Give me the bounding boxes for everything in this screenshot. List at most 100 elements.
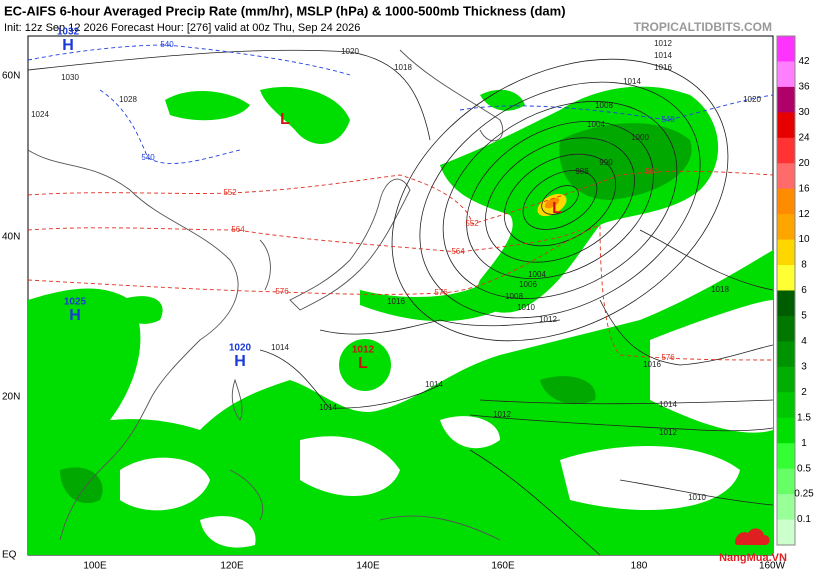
colorbar-label: 16 xyxy=(798,183,810,194)
colorbar-segment xyxy=(777,86,795,113)
colorbar-label: 2 xyxy=(801,387,807,398)
contour-label: 1008 xyxy=(505,292,523,301)
contour-label: 1016 xyxy=(387,297,405,306)
lat-label: 20N xyxy=(2,392,20,403)
contour-label: 1018 xyxy=(394,63,412,72)
colorbar-label: 36 xyxy=(798,82,810,93)
contour-label: 552 xyxy=(465,219,479,228)
colorbar-segment xyxy=(777,417,795,444)
contour-label: 564 xyxy=(645,167,659,176)
lon-label: 180 xyxy=(631,561,648,572)
center-letter: L xyxy=(552,200,562,217)
colorbar-segment xyxy=(777,341,795,368)
lon-label: 100E xyxy=(83,561,107,572)
contour-label: 990 xyxy=(599,158,613,167)
colorbar-segment xyxy=(777,61,795,88)
contour-label: 1030 xyxy=(61,73,79,82)
contour-label: 988 xyxy=(575,167,589,176)
thickness-lines xyxy=(27,170,774,361)
colorbar-segment xyxy=(777,519,795,546)
colorbar-label: 0.25 xyxy=(794,489,814,500)
contour-label: 1010 xyxy=(688,493,706,502)
contour-label: 540 xyxy=(661,115,675,124)
contour-label: 576 xyxy=(275,287,289,296)
colorbar-label: 24 xyxy=(798,132,810,143)
center-value: 1012 xyxy=(352,345,375,356)
contour-label: 1020 xyxy=(743,95,761,104)
colorbar: 42 36 30 24 20 16 12 10 8 6 5 4 3 2 1.5 1 0.5 0.25 0.1 xyxy=(776,35,814,546)
contour-label: 552 xyxy=(223,188,237,197)
contour-label: 1010 xyxy=(517,303,535,312)
contour-label: 1014 xyxy=(659,400,677,409)
isobars xyxy=(27,49,774,556)
lon-label: 140E xyxy=(356,561,380,572)
lat-label: 60N xyxy=(2,71,20,82)
colorbar-label: 1 xyxy=(801,438,807,449)
coastlines xyxy=(27,49,504,541)
colorbar-label: 8 xyxy=(801,260,807,271)
colorbar-label: 4 xyxy=(801,336,807,347)
lat-label: EQ xyxy=(2,550,17,561)
contour-label: 1016 xyxy=(643,360,661,369)
contour-label: 564 xyxy=(231,225,245,234)
colorbar-label: 0.1 xyxy=(797,514,811,525)
lon-label: 160E xyxy=(491,561,515,572)
lon-label: 160W xyxy=(759,561,786,572)
center-value: 1025 xyxy=(64,297,87,308)
map: 1032H1025H1020H1012LLL103010201018101210… xyxy=(27,27,774,556)
contour-label: 1014 xyxy=(654,51,672,60)
contour-label: 1018 xyxy=(711,285,729,294)
contour-label: 564 xyxy=(451,247,465,256)
colorbar-segment xyxy=(777,214,795,241)
colorbar-label: 1.5 xyxy=(797,412,811,423)
contour-label: 1014 xyxy=(425,380,443,389)
colorbar-segment xyxy=(777,290,795,317)
colorbar-label: 0.5 xyxy=(797,463,811,474)
title: EC-AIFS 6-hour Averaged Precip Rate (mm/… xyxy=(4,3,566,18)
colorbar-label: 10 xyxy=(798,234,810,245)
storm-core xyxy=(544,197,560,209)
contour-label: 1028 xyxy=(119,95,137,104)
colorbar-segment xyxy=(777,36,795,62)
colorbar-label: 20 xyxy=(798,158,810,169)
colorbar-segment xyxy=(777,188,795,215)
contour-label: 1014 xyxy=(623,77,641,86)
watermark: NangMua.VN xyxy=(719,552,787,564)
watermark-icon xyxy=(735,528,770,545)
source: TROPICALTIDBITS.COM xyxy=(634,20,772,34)
precip-gaps xyxy=(120,300,773,548)
contour-label: 1004 xyxy=(528,270,546,279)
center-letter: H xyxy=(69,307,81,324)
contour-label: 576 xyxy=(434,288,448,297)
blue-lines xyxy=(27,44,774,164)
contour-label: 1004 xyxy=(587,120,605,129)
colorbar-label: 42 xyxy=(798,56,810,67)
contour-label: 1000 xyxy=(631,133,649,142)
center-letter: L xyxy=(358,355,368,372)
contour-label: 1012 xyxy=(493,410,511,419)
center-letter: H xyxy=(234,353,246,370)
colorbar-segment xyxy=(777,494,795,521)
contour-label: 1006 xyxy=(519,280,537,289)
subtitle: Init: 12z Sep 12 2026 Forecast Hour: [27… xyxy=(4,22,360,34)
contour-label: 1014 xyxy=(319,403,337,412)
contour-label: 1012 xyxy=(659,428,677,437)
colorbar-segment xyxy=(777,112,795,139)
colorbar-label: 5 xyxy=(801,311,807,322)
center-letter: H xyxy=(62,37,74,54)
precip-heavy xyxy=(60,123,692,504)
lat-label: 40N xyxy=(2,232,20,243)
contour-label: 540 xyxy=(141,153,155,162)
center-value: 1020 xyxy=(229,343,252,354)
colorbar-segment xyxy=(777,137,795,164)
colorbar-segment xyxy=(777,163,795,190)
contour-label: 1014 xyxy=(271,343,289,352)
colorbar-label: 30 xyxy=(798,107,810,118)
colorbar-segment xyxy=(777,315,795,342)
contour-label: 1016 xyxy=(654,63,672,72)
colorbar-frame xyxy=(776,35,796,546)
colorbar-label: 12 xyxy=(798,209,810,220)
center-letter: L xyxy=(280,111,290,128)
contour-label: 540 xyxy=(160,40,174,49)
